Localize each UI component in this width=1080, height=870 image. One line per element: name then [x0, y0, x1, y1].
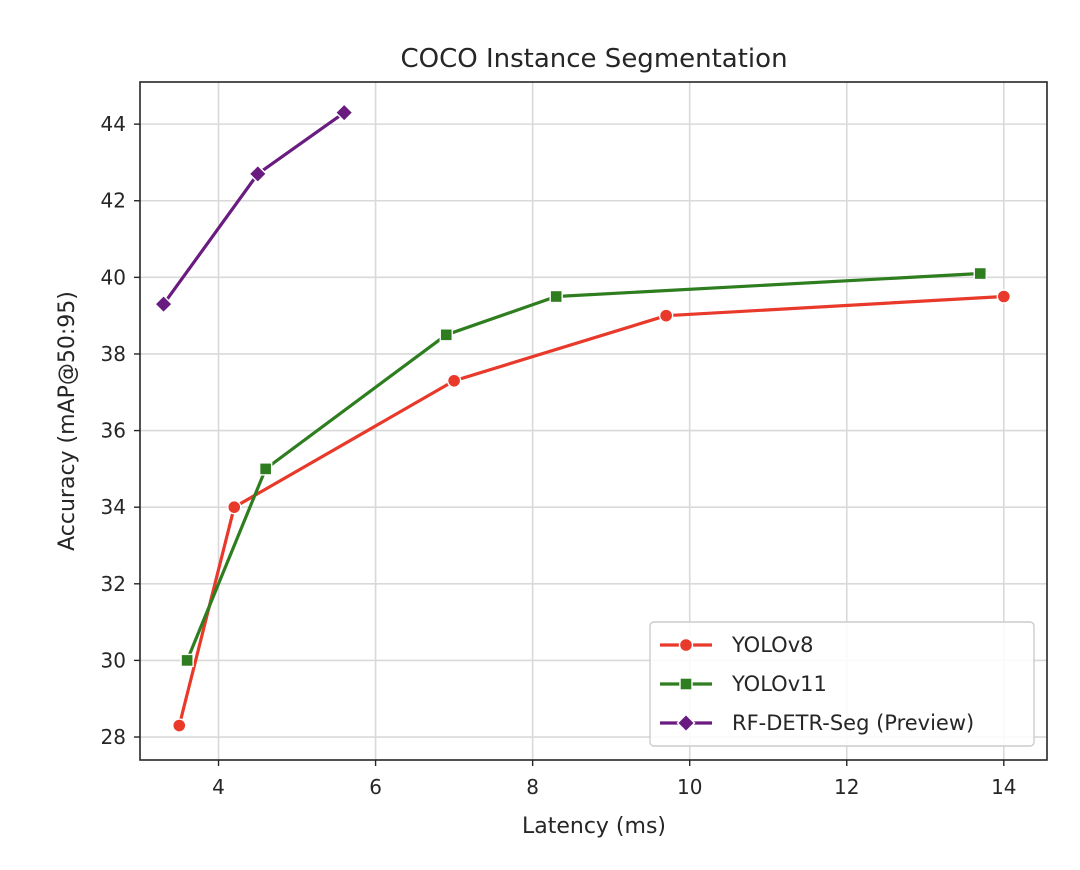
series-yolov8 — [172, 289, 1012, 733]
data-point-yolov11 — [973, 266, 987, 281]
y-tick-label: 36 — [101, 419, 126, 443]
y-tick-label: 40 — [101, 265, 126, 289]
y-tick-label: 32 — [101, 572, 126, 596]
y-tick-label: 44 — [101, 112, 126, 136]
legend: YOLOv8 YOLOv11 RF-DETR-Seg (Preview) — [649, 621, 1035, 747]
data-point-yolov8 — [446, 373, 462, 388]
data-point-yolov11 — [258, 462, 273, 476]
data-point-rf-detr-seg-preview — [334, 103, 354, 123]
series-line-rf-detr-seg-preview — [162, 111, 346, 306]
y-tick-label: 38 — [101, 342, 126, 366]
legend-item-yolov8: YOLOv8 — [660, 633, 813, 657]
data-point-rf-detr-seg-preview — [248, 164, 268, 184]
axis-ticks: 4 6 8 10 12 14 28 30 32 34 36 38 40 42 44 — [101, 112, 1017, 799]
legend-marker — [676, 713, 696, 733]
series-yolov11 — [180, 266, 987, 668]
x-axis-title: Latency (ms) — [522, 814, 666, 839]
x-tick-label: 14 — [991, 775, 1016, 799]
data-point-yolov8 — [227, 499, 242, 515]
y-tick-label: 30 — [101, 648, 126, 672]
legend-label: RF-DETR-Seg (Preview) — [732, 711, 974, 735]
legend-marker — [679, 677, 693, 691]
data-point-yolov11 — [549, 289, 563, 304]
x-tick-label: 4 — [212, 775, 225, 799]
legend-item-yolov11: YOLOv11 — [660, 672, 827, 696]
x-tick-label: 10 — [677, 775, 702, 799]
chart-title: COCO Instance Segmentation — [400, 44, 787, 74]
legend-item-rf-detr-seg-preview: RF-DETR-Seg (Preview) — [660, 711, 974, 735]
legend-label: YOLOv8 — [731, 633, 813, 657]
x-tick-label: 8 — [526, 775, 539, 799]
legend-marker — [678, 637, 694, 653]
y-axis-title: Accuracy (mAP@50:95) — [55, 291, 80, 551]
data-point-yolov8 — [658, 308, 674, 323]
y-tick-label: 34 — [101, 495, 126, 519]
data-point-yolov11 — [439, 328, 453, 342]
x-tick-label: 12 — [834, 775, 859, 799]
plot-frame — [139, 81, 1048, 761]
data-point-rf-detr-seg-preview — [154, 294, 174, 314]
series-rf-detr-seg-preview — [154, 103, 354, 314]
legend-label: YOLOv11 — [731, 672, 827, 696]
y-tick-label: 28 — [101, 725, 126, 749]
legend-box — [649, 621, 1035, 747]
series-layer — [154, 103, 1012, 733]
data-point-yolov8 — [996, 289, 1012, 304]
y-tick-label: 42 — [101, 189, 126, 213]
x-tick-label: 6 — [369, 775, 382, 799]
data-point-yolov11 — [180, 653, 194, 668]
data-point-yolov8 — [172, 718, 187, 733]
